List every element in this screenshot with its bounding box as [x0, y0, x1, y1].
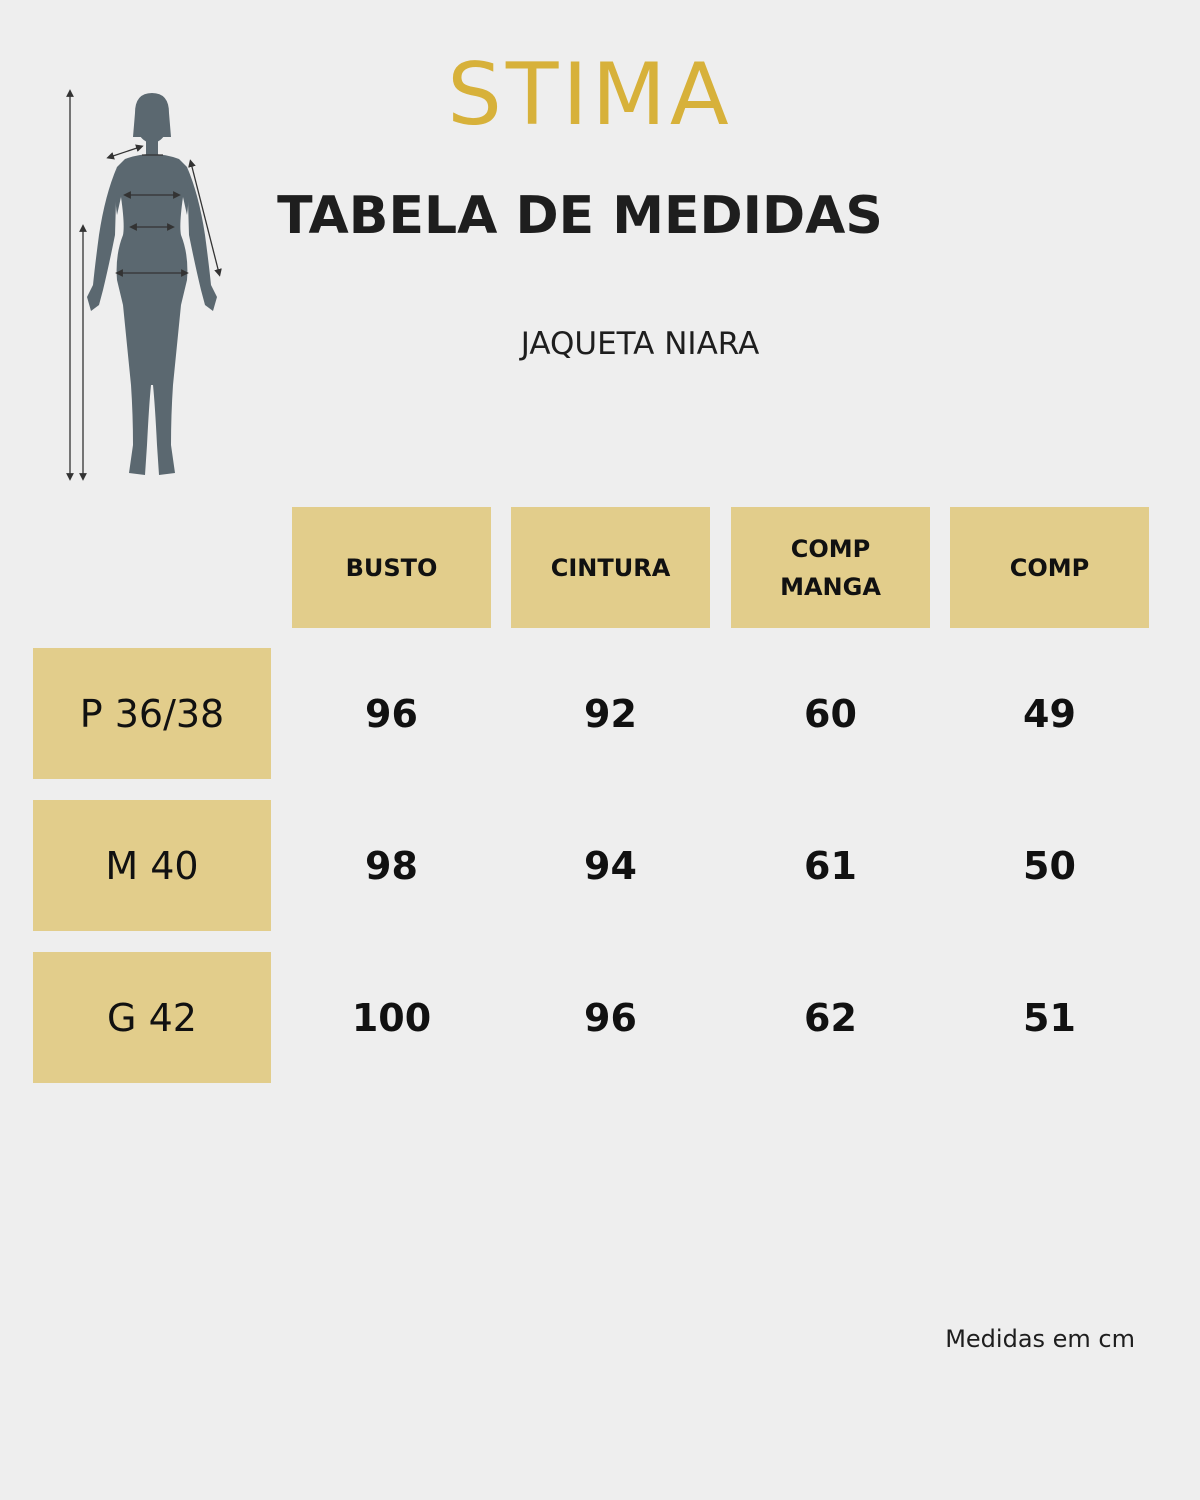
table-cell: 96: [584, 995, 637, 1040]
size-label-m: M 40: [33, 800, 271, 931]
table-cell: 49: [1023, 691, 1076, 736]
table-cell: 100: [351, 995, 432, 1040]
table-cell: 62: [804, 995, 857, 1040]
table-cell: 94: [584, 843, 637, 888]
size-label-p: P 36/38: [33, 648, 271, 779]
table-cell: 92: [584, 691, 637, 736]
table-cell: 96: [365, 691, 418, 736]
brand-logo: STIMA: [447, 45, 733, 145]
table-cell: 61: [804, 843, 857, 888]
column-header-comp-manga: COMP MANGA: [731, 507, 930, 628]
column-header-comp: COMP: [950, 507, 1149, 628]
size-label-g: G 42: [33, 952, 271, 1083]
table-cell: 60: [804, 691, 857, 736]
table-cell: 51: [1023, 995, 1076, 1040]
page-title: TABELA DE MEDIDAS: [277, 186, 883, 246]
column-header-cintura: CINTURA: [511, 507, 710, 628]
table-cell: 50: [1023, 843, 1076, 888]
table-cell: 98: [365, 843, 418, 888]
product-name: JAQUETA NIARA: [520, 326, 760, 362]
column-header-busto: BUSTO: [292, 507, 491, 628]
units-note: Medidas em cm: [945, 1325, 1135, 1353]
body-measurement-figure-icon: [66, 89, 222, 481]
